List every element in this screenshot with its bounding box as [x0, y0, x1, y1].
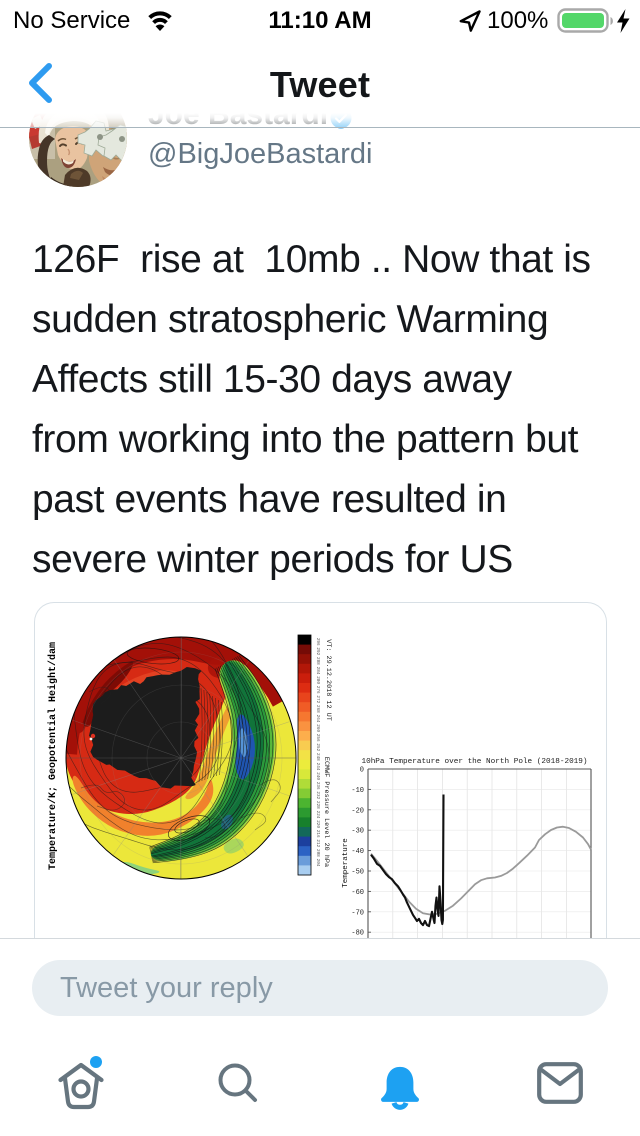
svg-text:-10: -10 [351, 787, 364, 795]
svg-text:-40: -40 [351, 848, 364, 856]
svg-text:232: 232 [315, 791, 320, 799]
svg-text:256: 256 [315, 734, 320, 742]
svg-text:220: 220 [315, 820, 320, 828]
svg-text:ECMWF Pressure Level 20 hPa: ECMWF Pressure Level 20 hPa [322, 757, 330, 867]
svg-text:Temperature/K; Geopotential He: Temperature/K; Geopotential Height/dam [47, 642, 59, 870]
svg-text:208: 208 [315, 849, 320, 857]
svg-text:216: 216 [315, 830, 320, 838]
svg-text:276: 276 [315, 686, 320, 694]
svg-text:244: 244 [315, 763, 320, 771]
svg-text:284: 284 [315, 667, 320, 675]
svg-text:-80: -80 [351, 930, 364, 938]
svg-text:228: 228 [315, 801, 320, 809]
svg-text:260: 260 [315, 724, 320, 732]
svg-text:212: 212 [315, 839, 320, 847]
svg-text:-50: -50 [351, 869, 364, 877]
svg-text:0: 0 [360, 767, 364, 775]
svg-text:268: 268 [315, 705, 320, 713]
svg-text:-30: -30 [351, 828, 364, 836]
svg-text:240: 240 [315, 772, 320, 780]
svg-text:-70: -70 [351, 909, 364, 917]
svg-text:10hPa Temperature over the Nor: 10hPa Temperature over the North Pole (2… [361, 758, 587, 766]
svg-text:292: 292 [315, 647, 320, 655]
svg-text:280: 280 [315, 676, 320, 684]
svg-text:Temperature: Temperature [342, 838, 350, 888]
svg-text:264: 264 [315, 715, 320, 723]
svg-text:VT: 29.12.2018 12 UT: VT: 29.12.2018 12 UT [324, 639, 332, 721]
svg-text:224: 224 [315, 811, 320, 819]
svg-text:288: 288 [315, 657, 320, 665]
svg-text:296: 296 [315, 638, 320, 646]
svg-text:-20: -20 [351, 807, 364, 815]
svg-text:204: 204 [315, 859, 320, 867]
svg-text:272: 272 [315, 695, 320, 703]
svg-text:252: 252 [315, 743, 320, 751]
svg-text:248: 248 [315, 753, 320, 761]
svg-text:-60: -60 [351, 889, 364, 897]
svg-text:236: 236 [315, 782, 320, 790]
